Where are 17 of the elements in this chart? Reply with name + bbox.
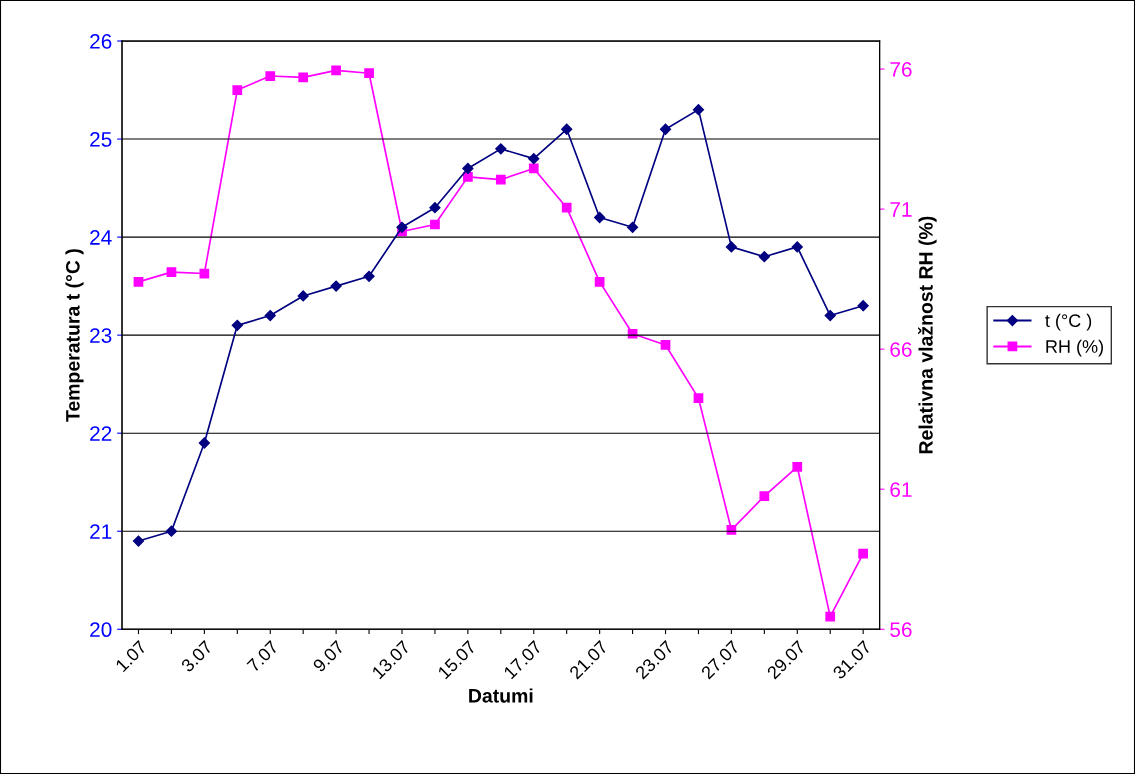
y2-axis-title: Relativna vlažnost RH (%) — [918, 216, 937, 454]
y2-tick-label: 71 — [890, 202, 912, 217]
legend-label: t (°C ) — [1045, 313, 1092, 331]
legend-label: RH (%) — [1046, 339, 1103, 357]
y2-tick-label: 76 — [890, 62, 912, 77]
y-tick-label: 24 — [90, 230, 112, 245]
y-tick-label: 20 — [90, 622, 112, 638]
y-tick-label: 21 — [90, 524, 112, 539]
y-axis-title: Temperatura t (°C ) — [65, 249, 84, 422]
y-tick-label: 25 — [90, 132, 112, 147]
y2-tick-label: 56 — [890, 622, 912, 638]
y-tick-label: 26 — [90, 34, 112, 49]
x-axis-title: Datumi — [469, 688, 533, 703]
y2-tick-label: 61 — [890, 482, 912, 497]
y-tick-label: 23 — [90, 328, 112, 343]
y2-tick-label: 66 — [890, 342, 912, 357]
y-tick-label: 22 — [90, 426, 112, 441]
